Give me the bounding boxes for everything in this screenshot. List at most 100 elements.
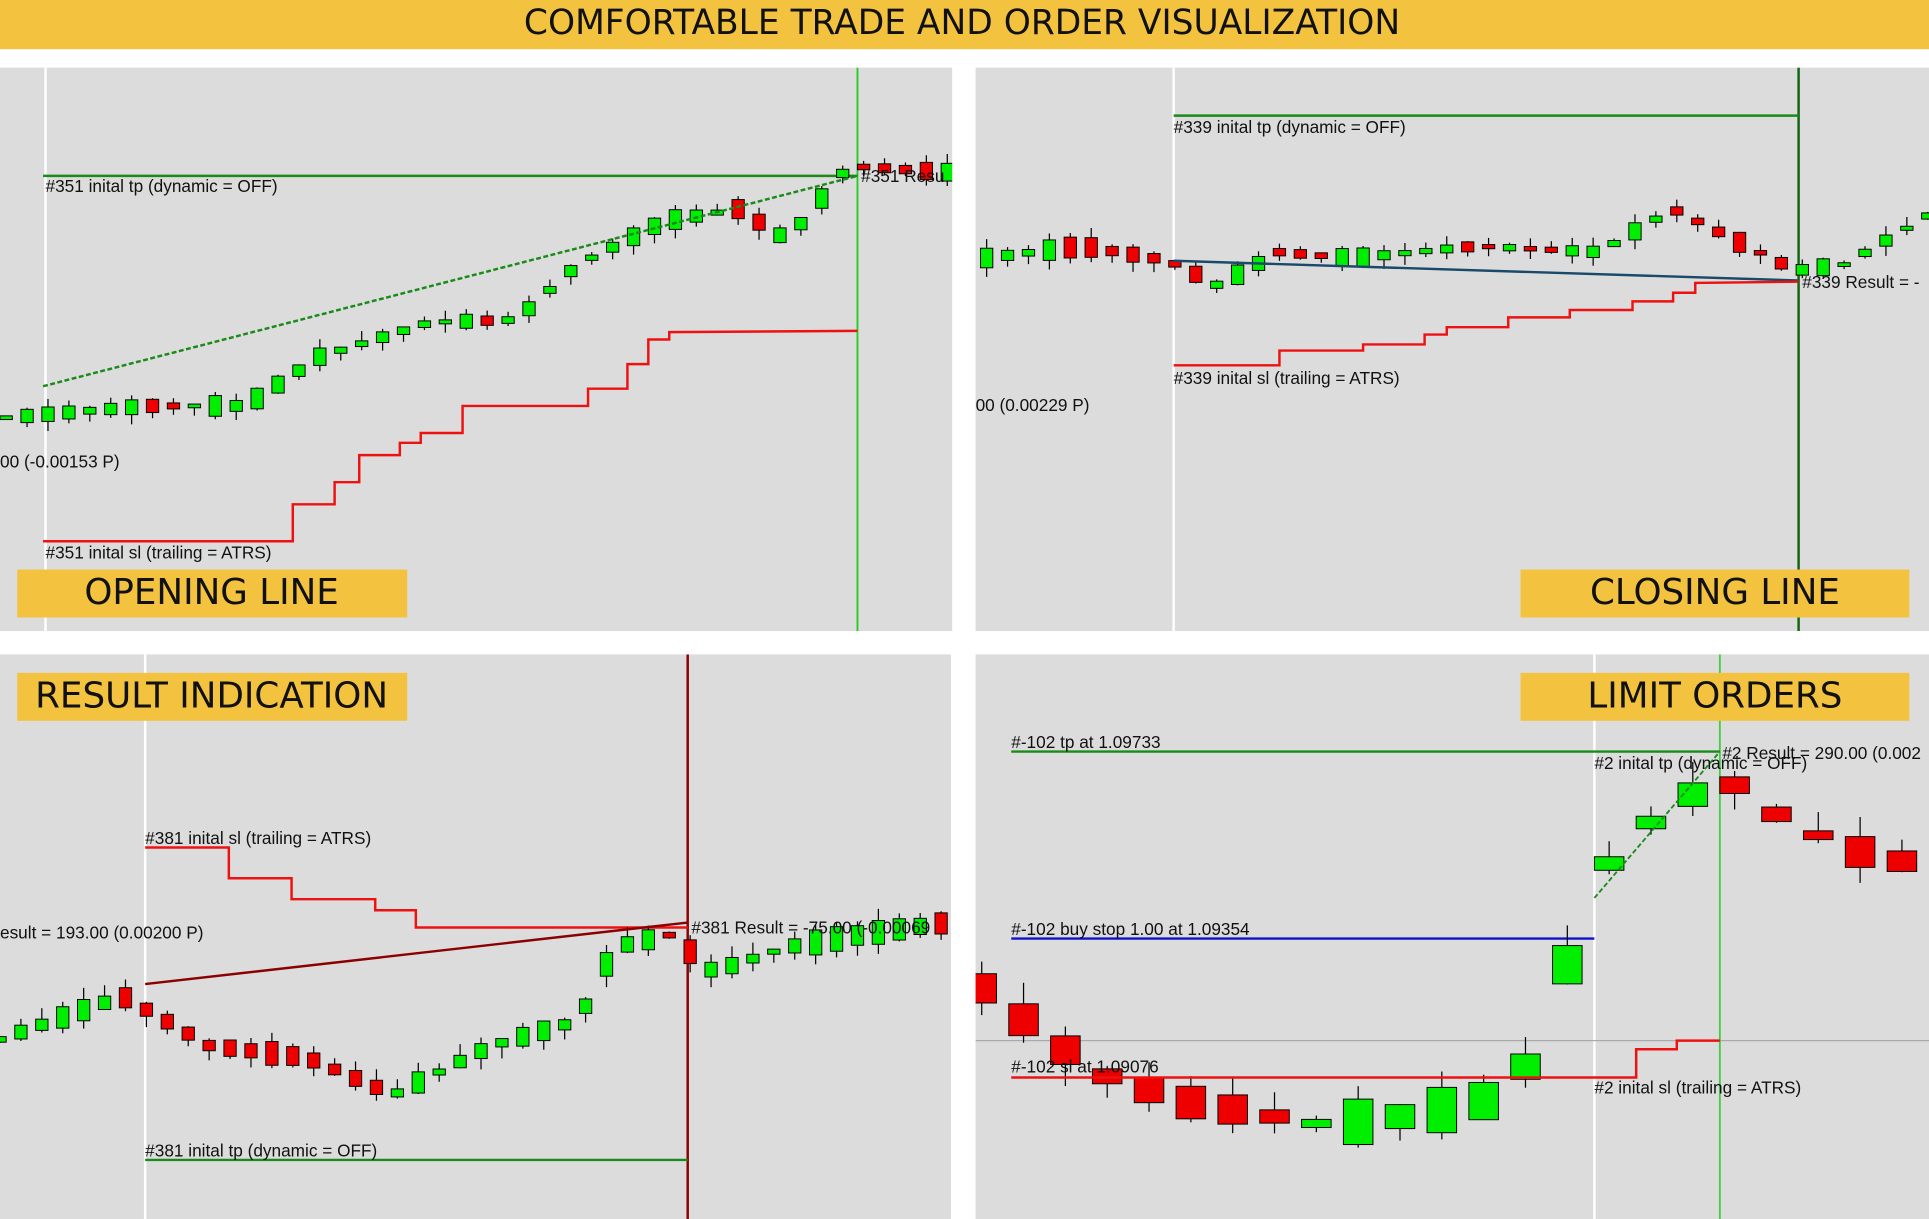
candle-body	[459, 313, 473, 329]
candle-body	[767, 948, 781, 955]
candle-body	[1342, 1098, 1374, 1146]
candle-body	[1105, 245, 1119, 257]
candle-body	[124, 399, 139, 416]
candle-body	[286, 1046, 300, 1066]
candle-body	[327, 1063, 342, 1076]
candle-body	[97, 995, 112, 1011]
candle-body	[104, 402, 118, 416]
candle-body	[474, 1043, 488, 1060]
candles	[975, 761, 1918, 1148]
candle-body	[788, 938, 802, 954]
candle-body	[1510, 1053, 1541, 1080]
candle-body	[1816, 258, 1830, 277]
trade-line	[145, 921, 688, 986]
candle-body	[1732, 231, 1747, 253]
panel-label: RESULT INDICATION	[35, 675, 388, 716]
annotation: #2 inital sl (trailing = ATRS)	[1594, 1078, 1801, 1098]
candle-body	[1552, 945, 1583, 985]
candle-body	[1691, 217, 1705, 226]
candle-body	[1384, 1104, 1416, 1130]
panel	[975, 67, 1929, 632]
label-box	[1520, 672, 1910, 721]
candle-body	[1293, 249, 1307, 259]
candle-body	[1803, 830, 1834, 841]
candle-body	[704, 961, 718, 978]
panel-label: CLOSING LINE	[1590, 572, 1840, 613]
candle-body	[20, 408, 34, 424]
panel-label: OPENING LINE	[84, 572, 339, 613]
candle-body	[620, 936, 635, 953]
candle-body	[1502, 244, 1517, 252]
candle-body	[83, 406, 97, 415]
candle-body	[41, 406, 55, 422]
candle-body	[1356, 247, 1370, 268]
candle-body	[250, 387, 264, 410]
candle-body	[390, 1088, 405, 1098]
candle-body	[599, 952, 614, 977]
candle-body	[202, 1039, 216, 1052]
annotation: #351 inital tp (dynamic = OFF)	[46, 176, 278, 196]
candle-body	[558, 1019, 572, 1031]
label-box	[17, 672, 408, 721]
candle-body	[877, 163, 892, 174]
candle-body	[1586, 245, 1600, 259]
candle-body	[145, 398, 160, 414]
candle-body	[1844, 836, 1876, 868]
candle-body	[808, 929, 823, 956]
chart-panel: #-102 tp at 1.09733 #2 Result = 290.00 (…	[975, 654, 1929, 1219]
candle-body	[1000, 249, 1015, 261]
candle-body	[1886, 850, 1918, 872]
sl-line	[1173, 280, 1799, 367]
candle-body	[1481, 244, 1496, 250]
label-box	[1520, 569, 1910, 618]
candle-body	[1084, 237, 1098, 258]
candle-body	[537, 1020, 551, 1042]
candle-body	[438, 319, 452, 325]
candle-body	[1879, 234, 1893, 247]
candle-body	[1314, 252, 1328, 259]
candle-body	[35, 1018, 49, 1031]
candle-body	[913, 917, 927, 935]
candle-body	[265, 1041, 279, 1066]
annotation: 00 (-0.00153 P)	[0, 451, 120, 471]
candle-body	[1837, 262, 1851, 267]
candle-body	[1419, 247, 1433, 255]
candle-body	[1544, 246, 1558, 253]
candle-body	[187, 403, 202, 409]
candle-body	[1635, 815, 1667, 830]
candle-body	[871, 920, 886, 945]
candle-body	[919, 161, 934, 180]
candle-body	[1426, 1086, 1458, 1134]
annotation: #2 inital tp (dynamic = OFF)	[1594, 753, 1807, 773]
candle-body	[522, 301, 536, 317]
candles	[980, 199, 1929, 294]
candle-body	[313, 347, 327, 366]
candle-body	[836, 168, 850, 179]
candle-body	[181, 1026, 195, 1041]
candle-body	[1189, 265, 1203, 283]
candle-body	[1210, 280, 1224, 289]
candle-body	[1565, 245, 1579, 257]
candle-body	[77, 998, 91, 1022]
candle-body	[1858, 248, 1872, 258]
annotation: #339 inital tp (dynamic = OFF)	[1174, 117, 1406, 137]
candle-body	[0, 415, 13, 421]
annotation: #2 Result = 290.00 (0.002	[1722, 743, 1921, 763]
candle-body	[1301, 1118, 1332, 1129]
candles	[0, 908, 948, 1101]
candle-body	[543, 286, 557, 294]
candle-body	[1063, 236, 1077, 259]
annotation: #351 inital sl (trailing = ATRS)	[46, 542, 272, 562]
candle-body	[731, 199, 745, 220]
annotation: #-102 buy stop 1.00 at 1.09354	[1011, 919, 1250, 939]
candle-body	[432, 1068, 446, 1076]
candle-body	[223, 1039, 237, 1057]
annotation: #351 Resu	[861, 166, 944, 186]
candle-body	[1021, 249, 1036, 257]
candle-body	[1795, 264, 1809, 276]
candle-body	[244, 1043, 258, 1059]
candle-body	[495, 1038, 509, 1048]
candle-body	[516, 1026, 530, 1047]
candle-body	[1753, 250, 1768, 256]
